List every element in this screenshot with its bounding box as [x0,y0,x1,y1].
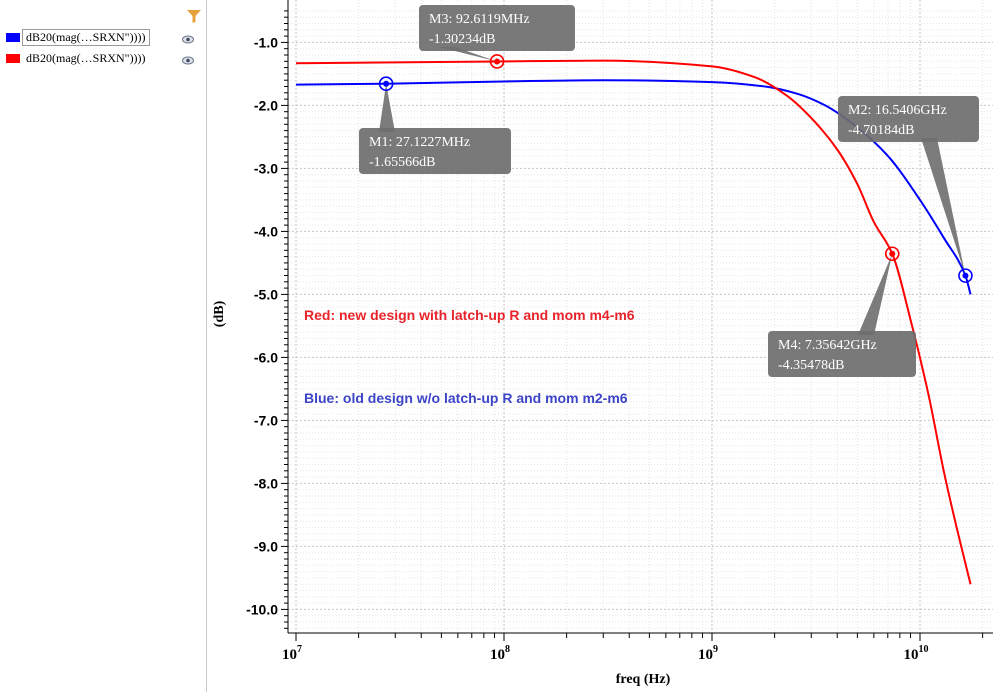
marker-ring [958,268,973,283]
marker-m4: M4: 7.35642GHz -4.35478dB [768,246,916,377]
marker-label-freq: M3: 92.6119MHz [429,12,530,27]
legend-item-red[interactable]: dB20(mag(…SRXN")))) [6,50,202,67]
x-tick-marks [295,633,984,641]
panel-divider [206,0,207,692]
marker-box [768,331,916,377]
x-tick-labels: 107 108 109 1010 [282,644,929,663]
marker-label-freq: M1: 27.1227MHz [369,135,470,150]
annotation-blue: Blue: old design w/o latch-up R and mom … [304,390,628,406]
marker-label-value: -1.30234dB [429,32,496,47]
marker-pointer [921,138,966,276]
eye-icon[interactable] [182,52,194,70]
y-tick-label: -6.0 [254,349,278,365]
y-tick-marks [281,10,288,629]
x-tick-label: 108 [490,644,510,663]
marker-label-value: -4.70184dB [848,123,915,138]
marker-box [359,128,511,174]
legend-swatch-blue [6,33,20,42]
marker-label-value: -4.35478dB [778,358,845,373]
y-tick-label: -2.0 [254,97,278,113]
legend-panel: dB20(mag(…SRXN")))) dB20(mag(…SRXN")))) [0,0,206,692]
y-tick-label: -8.0 [254,475,278,491]
y-tick-label: -1.0 [254,34,278,50]
series-line-blue [295,79,972,295]
marker-box [419,5,575,51]
marker-m2: M2: 16.5406GHz -4.70184dB [838,96,979,283]
legend-item-label: dB20(mag(…SRXN")))) [22,50,150,67]
marker-m1: M1: 27.1227MHz -1.65566dB [359,76,511,174]
marker-pointer [858,253,893,335]
marker-layer: M1: 27.1227MHz -1.65566dB M2: 16.5406GHz -4… [359,5,979,377]
marker-label-freq: M4: 7.35642GHz [778,338,877,353]
legend-swatch-red [6,54,20,63]
marker-label-freq: M2: 16.5406GHz [848,103,947,118]
marker-pointer [379,83,395,132]
x-tick-label: 1010 [904,644,929,663]
legend-item-label: dB20(mag(…SRXN")))) [22,29,150,46]
marker-pointer [439,47,498,62]
filter-icon[interactable] [187,10,201,28]
x-tick-label: 107 [282,644,302,663]
y-tick-label: -10.0 [246,601,278,617]
y-axis-label: (dB) [212,300,227,327]
series-line-red [295,59,972,585]
y-tick-labels: -1.0 -2.0 -3.0 -4.0 -5.0 -6.0 -7.0 -8.0 -9.0 -10.… [246,34,278,617]
x-axis-label: freq (Hz) [616,672,671,687]
y-tick-label: -7.0 [254,412,278,428]
marker-m3: M3: 92.6119MHz -1.30234dB [419,5,575,69]
y-tick-label: -9.0 [254,538,278,554]
marker-dot [962,272,969,279]
chart: -1.0 -2.0 -3.0 -4.0 -5.0 -6.0 -7.0 -8.0 -9.0 -10.… [212,0,993,687]
legend-item-blue[interactable]: dB20(mag(…SRXN")))) [6,29,202,46]
eye-icon[interactable] [182,31,194,49]
marker-ring [378,76,394,92]
marker-box [838,96,979,142]
y-tick-label: -3.0 [254,160,278,176]
series-layer [295,59,972,585]
annotation-red: Red: new design with latch-up R and mom … [304,307,635,323]
marker-dot [383,80,390,87]
y-tick-label: -5.0 [254,286,278,302]
y-tick-label: -4.0 [254,223,278,239]
marker-label-value: -1.65566dB [369,155,436,170]
marker-ring [489,54,505,69]
marker-dot [889,250,896,257]
x-tick-label: 109 [698,644,718,663]
marker-ring [884,246,900,262]
marker-dot [494,58,501,65]
